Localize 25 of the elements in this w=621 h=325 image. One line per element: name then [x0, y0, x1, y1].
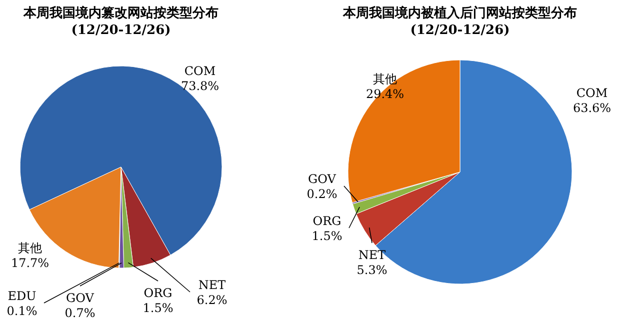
- data-label: 0.1%: [6, 304, 38, 318]
- slice-label: GOV: [308, 172, 336, 186]
- chart-title: 本周我国境内被植入后门网站按类型分布: [342, 5, 577, 21]
- slice-label: 其他: [373, 72, 397, 86]
- chart-subtitle: (12/20-12/26): [71, 23, 171, 38]
- slice-label: EDU: [8, 289, 36, 303]
- data-label: 0.2%: [306, 187, 338, 201]
- chart-subtitle: (12/20-12/26): [410, 23, 510, 38]
- data-label: 0.7%: [64, 306, 96, 320]
- slice-label: NET: [358, 248, 386, 262]
- slice-label: COM: [184, 64, 216, 78]
- data-label: 1.5%: [312, 229, 342, 243]
- data-label: 73.8%: [180, 79, 220, 93]
- slice-label: NET: [198, 278, 226, 292]
- data-label: 6.2%: [196, 293, 228, 307]
- slice-label: 其他: [18, 241, 42, 255]
- slice-label: GOV: [66, 291, 94, 305]
- chart-title: 本周我国境内篡改网站按类型分布: [22, 5, 218, 21]
- slice-label: ORG: [144, 286, 172, 300]
- slice-label: COM: [576, 86, 608, 100]
- data-label: 1.5%: [142, 301, 174, 315]
- data-label: 5.3%: [356, 263, 388, 277]
- data-label: 17.7%: [10, 256, 50, 270]
- slice-label: ORG: [312, 214, 342, 228]
- data-label: 63.6%: [572, 101, 612, 115]
